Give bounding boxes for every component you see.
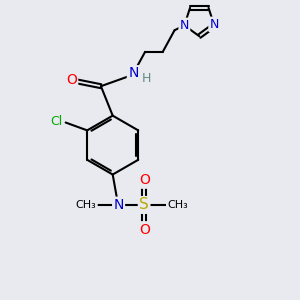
Text: N: N <box>128 66 139 80</box>
Text: CH₃: CH₃ <box>76 200 97 210</box>
Text: H: H <box>141 72 151 85</box>
Text: Cl: Cl <box>51 115 63 128</box>
Text: N: N <box>113 198 124 212</box>
Text: O: O <box>140 173 151 188</box>
Text: O: O <box>140 223 151 236</box>
Text: N: N <box>209 18 219 31</box>
Text: CH₃: CH₃ <box>167 200 188 210</box>
Text: N: N <box>180 19 189 32</box>
Text: O: O <box>66 73 77 87</box>
Text: S: S <box>139 197 149 212</box>
